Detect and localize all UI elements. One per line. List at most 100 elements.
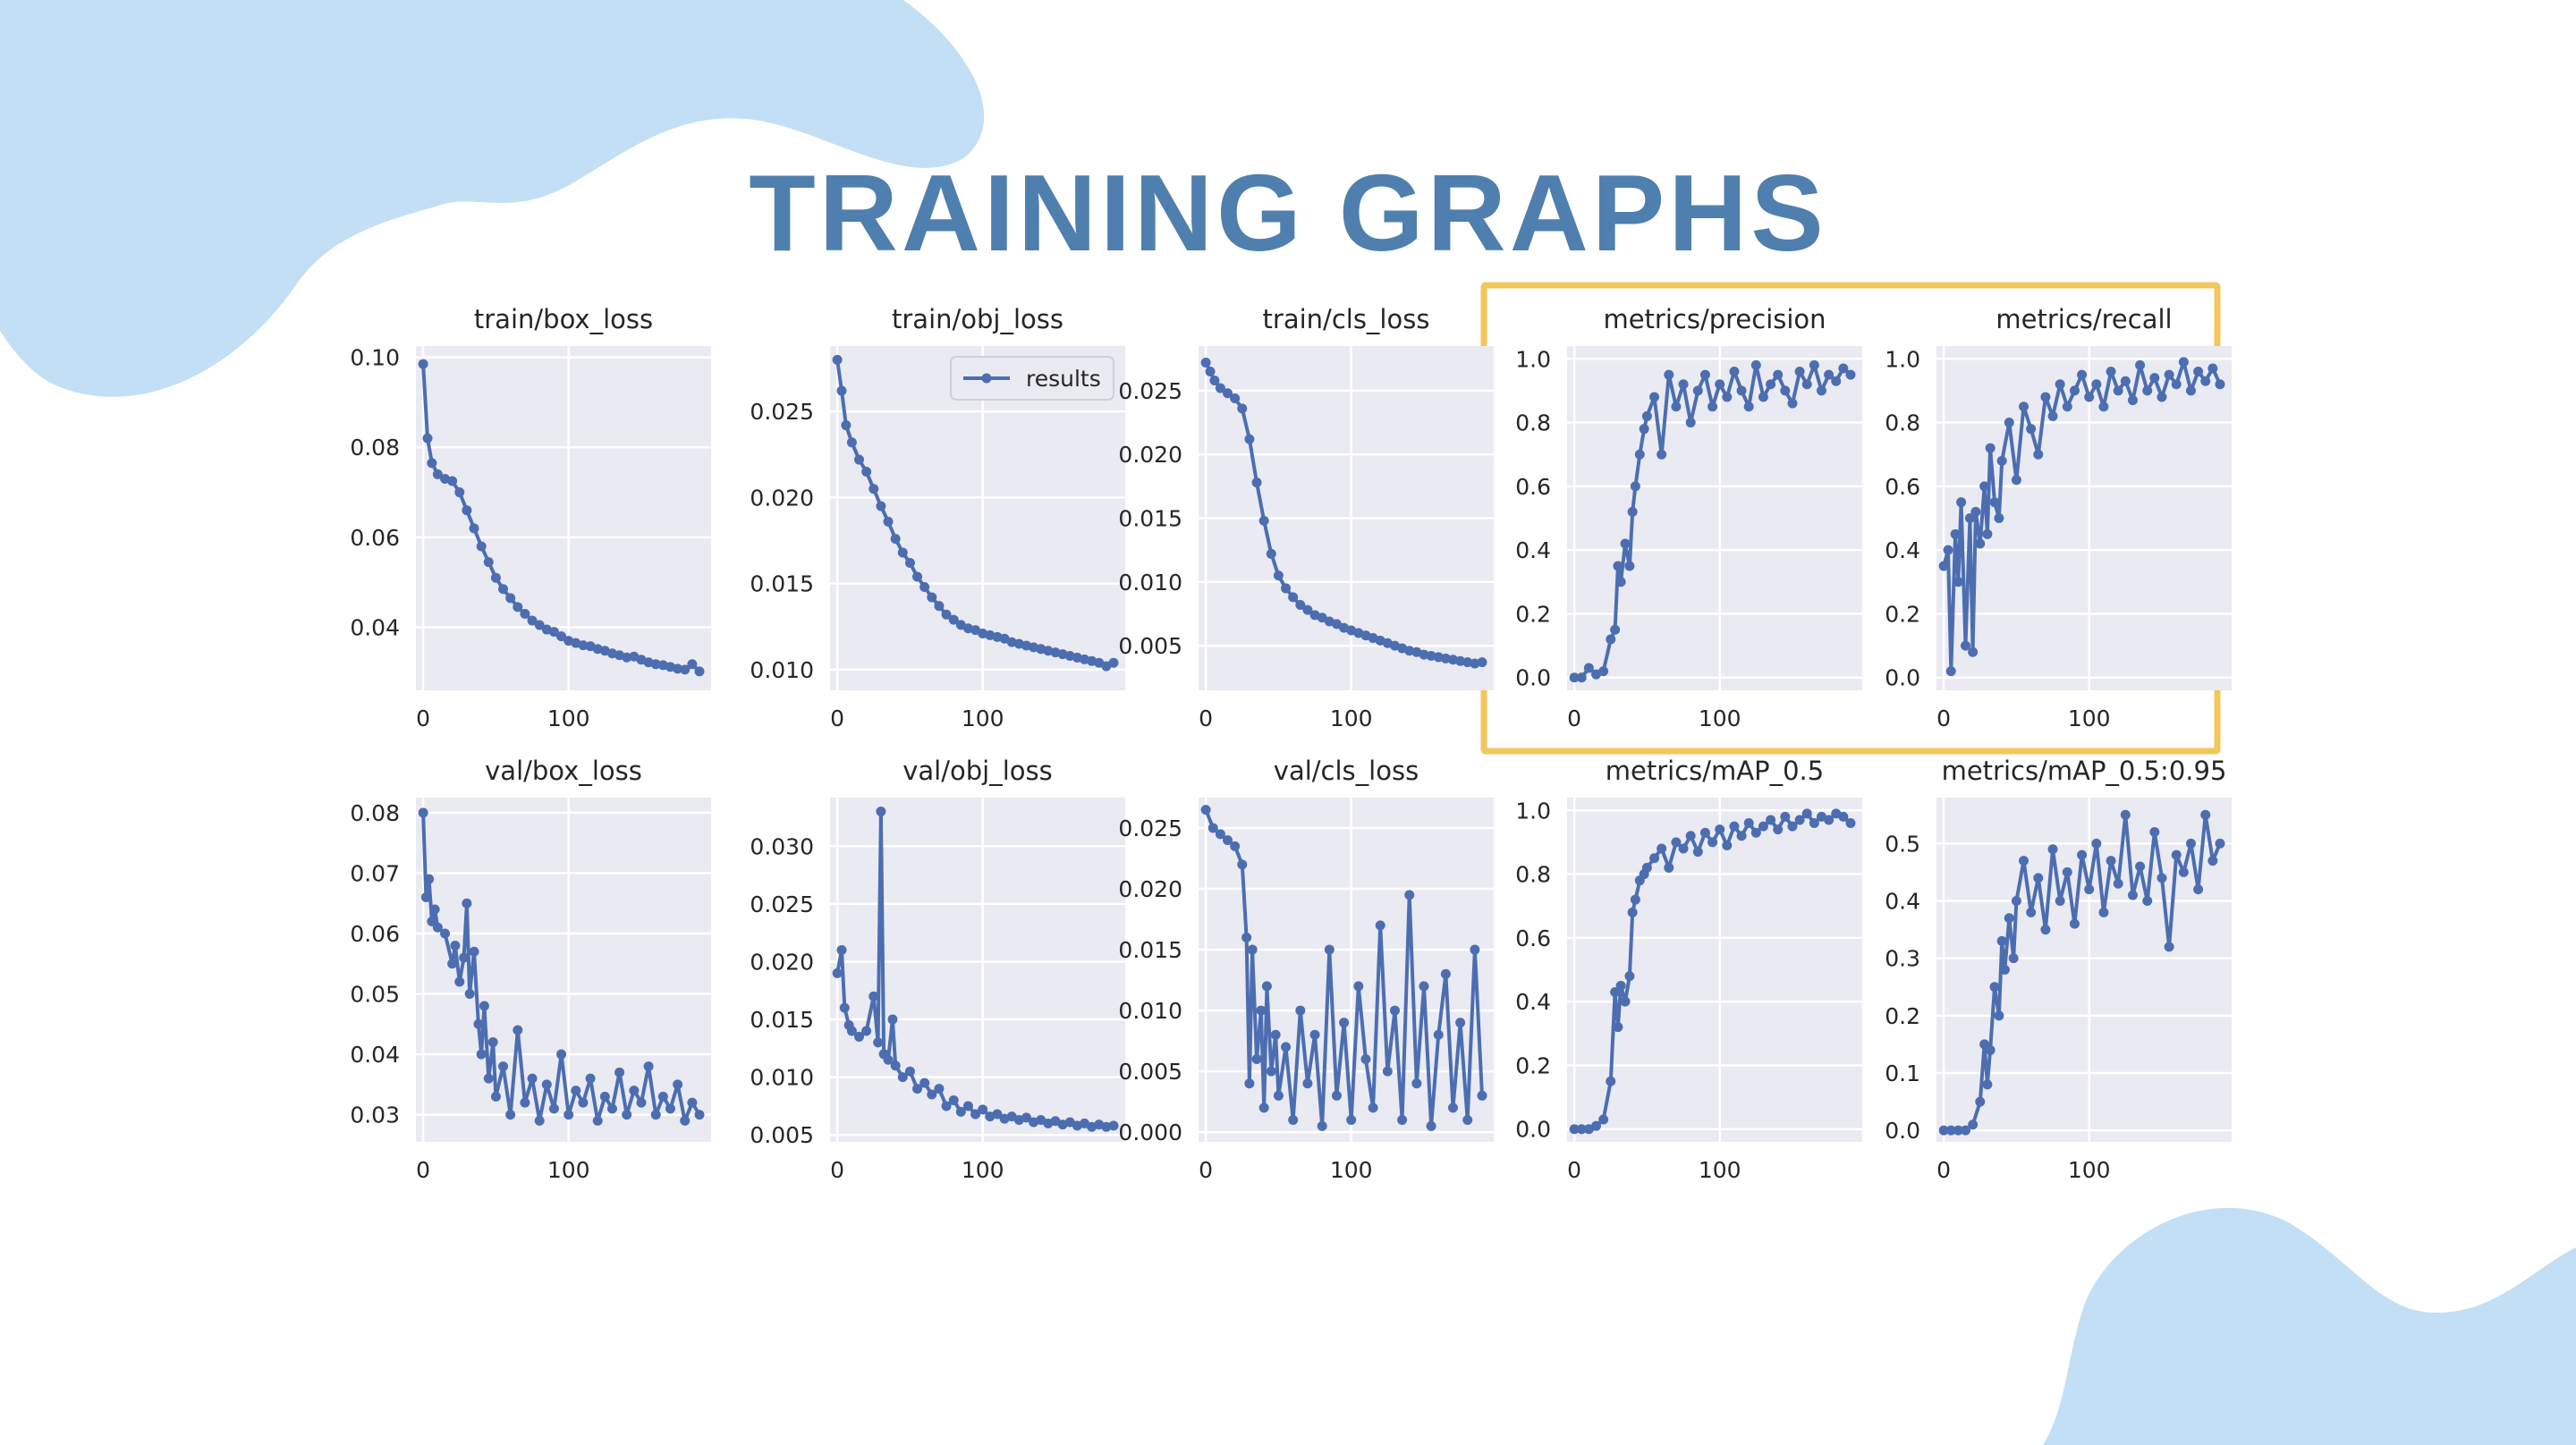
y-tick-label: 0.010 xyxy=(1118,998,1182,1024)
data-point xyxy=(1831,376,1842,386)
data-point xyxy=(1664,369,1674,380)
data-point xyxy=(934,1084,945,1094)
x-tick-label: 100 xyxy=(1330,1157,1373,1183)
x-tick-label: 0 xyxy=(1567,1157,1581,1183)
data-point xyxy=(1743,818,1754,829)
data-point xyxy=(2185,838,2196,849)
y-tick-label: 0.08 xyxy=(350,800,400,826)
data-point xyxy=(1205,367,1216,377)
y-tick-label: 0.2 xyxy=(1515,1052,1551,1078)
data-point xyxy=(2026,424,2037,435)
y-tick-label: 0.025 xyxy=(1118,815,1182,841)
data-point xyxy=(2055,379,2065,390)
data-point xyxy=(873,1037,884,1048)
y-tick-label: 0.2 xyxy=(1885,601,1920,627)
data-point xyxy=(841,420,852,431)
data-point xyxy=(1244,1078,1255,1089)
data-point xyxy=(1353,981,1364,992)
data-point xyxy=(1707,837,1718,848)
data-point xyxy=(1787,821,1798,832)
data-point xyxy=(2084,392,2095,402)
data-point xyxy=(1368,1103,1378,1113)
data-point xyxy=(962,1101,973,1111)
data-point xyxy=(1953,1125,1963,1136)
data-point xyxy=(854,1031,865,1042)
data-point xyxy=(2008,953,2019,964)
x-tick-label: 100 xyxy=(962,706,1004,731)
data-point xyxy=(1968,1120,1979,1130)
data-point xyxy=(1970,506,1981,517)
data-point xyxy=(1715,379,1725,390)
data-point xyxy=(534,620,545,630)
chart-title: val/box_loss xyxy=(485,756,642,786)
data-point xyxy=(1281,583,1292,594)
data-point xyxy=(1200,358,1211,368)
data-point xyxy=(846,437,857,448)
data-point xyxy=(2142,385,2153,396)
data-point xyxy=(2157,873,2167,883)
data-point xyxy=(836,385,847,396)
data-point xyxy=(1964,513,1975,523)
data-point xyxy=(941,1101,952,1111)
data-point xyxy=(1780,385,1791,396)
data-point xyxy=(1223,388,1233,399)
data-point xyxy=(2062,401,2072,412)
chart-title: metrics/precision xyxy=(1603,304,1826,334)
y-tick-label: 0.4 xyxy=(1885,889,1920,915)
chart-title: val/cls_loss xyxy=(1274,756,1419,786)
data-point xyxy=(1982,528,1993,539)
y-tick-label: 0.010 xyxy=(750,657,814,683)
data-point xyxy=(1736,385,1747,396)
data-point xyxy=(1649,392,1660,402)
data-point xyxy=(2091,838,2102,849)
data-point xyxy=(1404,890,1415,900)
data-point xyxy=(673,663,683,674)
data-point xyxy=(473,1018,484,1029)
x-tick-label: 100 xyxy=(2068,1157,2111,1183)
data-point xyxy=(1324,944,1335,955)
data-point xyxy=(2033,449,2044,460)
data-point xyxy=(2200,809,2211,820)
data-point xyxy=(1610,624,1621,635)
data-point xyxy=(927,1089,937,1100)
data-point xyxy=(970,1109,981,1120)
data-point xyxy=(1477,1090,1487,1101)
data-point xyxy=(1824,815,1835,825)
data-point xyxy=(1447,1103,1458,1113)
data-point xyxy=(687,659,698,670)
data-point xyxy=(1317,613,1327,623)
data-point xyxy=(614,1067,625,1077)
data-point xyxy=(578,1097,589,1108)
data-point xyxy=(2185,385,2196,396)
data-point xyxy=(1758,821,1768,832)
y-tick-label: 0.030 xyxy=(750,833,814,859)
data-point xyxy=(2127,395,2138,406)
data-point xyxy=(2149,827,2160,837)
data-point xyxy=(1281,1042,1292,1052)
data-point xyxy=(948,1094,959,1105)
y-tick-label: 0.015 xyxy=(1118,506,1182,532)
data-point xyxy=(1101,1121,1112,1132)
data-point xyxy=(1624,561,1635,571)
plot-area xyxy=(1567,798,1862,1142)
x-tick-label: 0 xyxy=(1936,706,1951,731)
data-point xyxy=(832,354,843,365)
data-point xyxy=(1426,1120,1436,1131)
data-point xyxy=(1968,646,1979,657)
data-point xyxy=(2077,369,2088,380)
data-point xyxy=(1440,968,1451,979)
data-point xyxy=(1630,481,1640,492)
chart-title: train/box_loss xyxy=(474,304,653,334)
data-point xyxy=(1996,935,2007,946)
y-tick-label: 0.10 xyxy=(350,345,400,371)
series-line-results xyxy=(1944,813,2222,1133)
data-point xyxy=(462,505,472,516)
data-point xyxy=(2178,357,2189,368)
data-point xyxy=(418,807,428,818)
data-point xyxy=(650,1110,661,1120)
data-point xyxy=(2055,896,2065,906)
data-point xyxy=(1251,1053,1262,1064)
data-point xyxy=(1273,1090,1284,1101)
data-point xyxy=(447,476,458,486)
